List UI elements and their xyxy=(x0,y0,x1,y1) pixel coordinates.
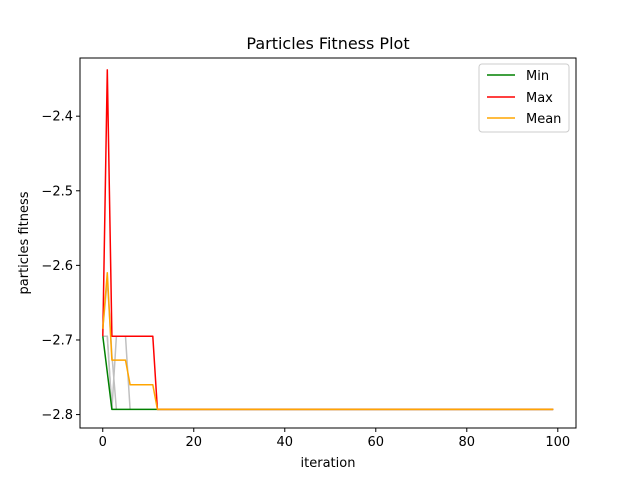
y-tick-label: −2.4 xyxy=(41,110,73,125)
series-line-mean xyxy=(102,272,554,411)
x-axis-label: iteration xyxy=(301,456,356,471)
x-tick-label: 60 xyxy=(368,435,385,450)
legend-label-min: Min xyxy=(526,69,549,84)
x-tick-label: 0 xyxy=(99,435,107,450)
plot-frame xyxy=(79,57,577,429)
y-tick-label: −2.8 xyxy=(41,408,73,423)
legend-label-mean: Mean xyxy=(526,112,561,127)
y-tick-label: −2.5 xyxy=(41,184,73,199)
x-tick-label: 40 xyxy=(276,435,293,450)
y-axis-label: particles fitness xyxy=(17,191,32,294)
y-axis-ticks: −2.8 −2.7 −2.6 −2.5 −2.4 xyxy=(41,110,80,423)
legend-label-max: Max xyxy=(526,91,553,106)
series-lines xyxy=(102,69,554,411)
x-axis-ticks: 0 20 40 60 80 100 xyxy=(99,428,570,450)
legend: Min Max Mean xyxy=(478,63,570,133)
x-tick-label: 100 xyxy=(545,435,570,450)
y-tick-label: −2.7 xyxy=(41,333,73,348)
chart-title: Particles Fitness Plot xyxy=(246,34,409,53)
legend-box xyxy=(478,63,570,133)
x-tick-label: 80 xyxy=(459,435,476,450)
y-tick-label: −2.6 xyxy=(41,259,73,274)
x-tick-label: 20 xyxy=(185,435,202,450)
